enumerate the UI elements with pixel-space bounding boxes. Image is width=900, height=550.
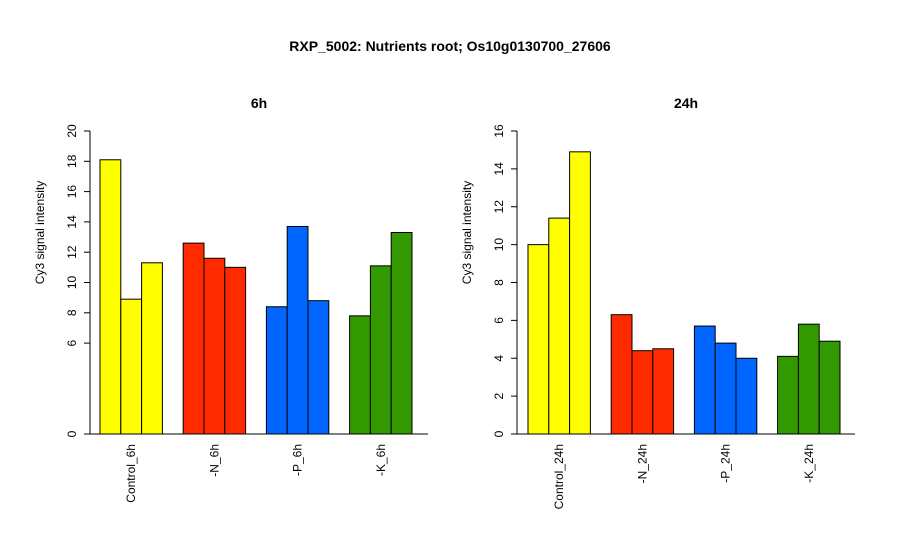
y-tick-label: 12 <box>492 200 506 214</box>
bar <box>349 315 371 435</box>
bar <box>610 314 633 435</box>
panel-title: 24h <box>674 95 698 111</box>
bar <box>307 300 330 435</box>
bar <box>265 306 288 435</box>
y-tick-label: 8 <box>65 309 79 316</box>
bar <box>390 232 413 435</box>
y-tick-label: 14 <box>492 162 506 176</box>
bar <box>286 225 309 435</box>
y-tick-label: 6 <box>65 339 79 346</box>
bar <box>818 340 841 435</box>
y-tick-label: 16 <box>492 124 506 138</box>
y-axis-label: Cy3 signal intensity <box>33 181 47 284</box>
bar <box>224 266 247 435</box>
y-tick-label: 0 <box>65 430 79 437</box>
bar <box>548 217 571 435</box>
y-tick-label: 0 <box>492 430 506 437</box>
y-tick-label: 10 <box>492 238 506 252</box>
bar <box>652 348 675 435</box>
category-label: -P_24h <box>719 444 733 483</box>
panel-2: 24h Control_24h -N_24h -P_24h -K_24h 0 2 4 6 8 10 1… <box>460 95 855 509</box>
panel-title: 6h <box>251 95 267 111</box>
bar <box>631 350 654 435</box>
y-tick-label: 2 <box>492 392 506 399</box>
bar <box>369 265 392 435</box>
panel-1: 6h Control_6h -N_6h -P_6h -K_6h 0 6 8 10 12 14 16 18… <box>33 95 428 503</box>
chart-main-title: RXP_5002: Nutrients root; Os10g0130700_2… <box>289 38 611 54</box>
bar <box>693 325 716 435</box>
y-tick-label: 4 <box>492 355 506 362</box>
category-label: -P_6h <box>291 444 305 476</box>
bar <box>714 342 737 435</box>
bar <box>182 242 205 435</box>
y-tick-label: 16 <box>65 185 79 199</box>
category-label: -N_6h <box>207 444 221 477</box>
y-tick-label: 8 <box>492 279 506 286</box>
bar <box>797 323 820 435</box>
bar <box>735 357 758 435</box>
category-label: -K_24h <box>802 444 816 483</box>
bar <box>203 257 226 435</box>
y-axis-label: Cy3 signal intensity <box>460 181 474 284</box>
category-label: -K_6h <box>374 444 388 476</box>
bar <box>527 244 550 435</box>
bar <box>141 262 163 435</box>
bar <box>777 355 799 435</box>
category-label: Control_24h <box>552 444 566 509</box>
bar <box>569 151 591 435</box>
y-tick-label: 10 <box>65 276 79 290</box>
category-label: Control_6h <box>124 444 138 503</box>
category-label: -N_24h <box>635 444 649 483</box>
y-tick-label: 12 <box>65 245 79 259</box>
bar <box>99 159 122 435</box>
y-tick-label: 14 <box>65 215 79 229</box>
y-tick-label: 6 <box>492 317 506 324</box>
y-tick-label: 20 <box>65 124 79 138</box>
y-tick-label: 18 <box>65 154 79 168</box>
bar <box>120 298 143 435</box>
